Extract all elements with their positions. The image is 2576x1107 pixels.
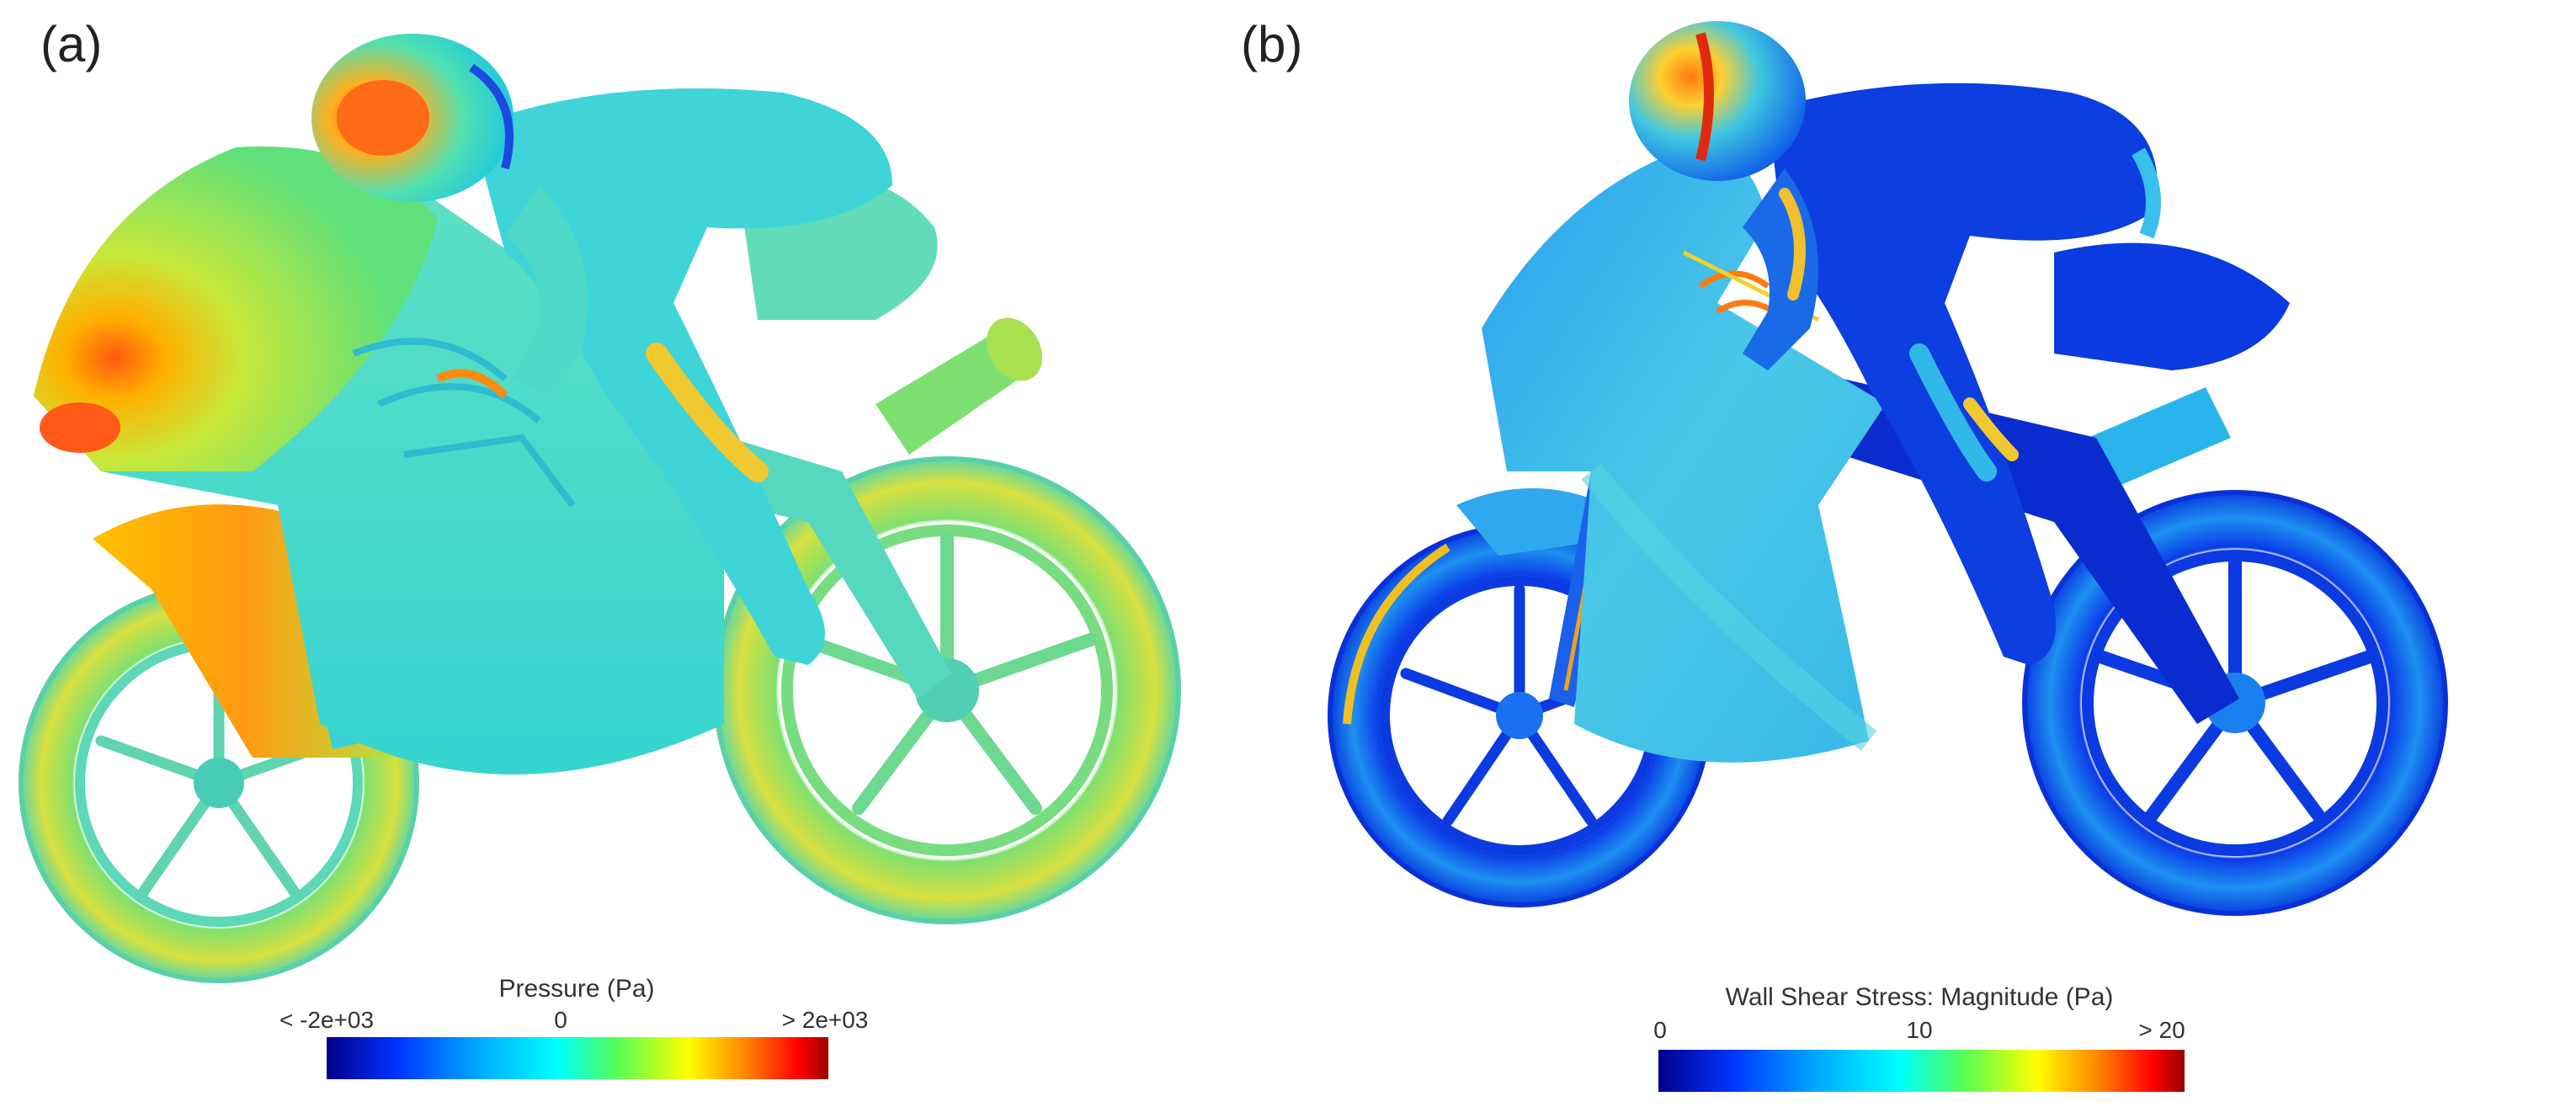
colorbar-max-label: > 2e+03 bbox=[781, 1007, 869, 1033]
panel-wall-shear-stress: (b) bbox=[1229, 0, 2576, 1107]
panel-label-b: (b) bbox=[1241, 16, 1303, 72]
panel-label-a: (a) bbox=[40, 16, 103, 72]
colorbar-mid-label: 10 bbox=[1906, 1017, 1933, 1043]
panel-pressure: (a) bbox=[19, 16, 1181, 1079]
colorbar-title: Wall Shear Stress: Magnitude (Pa) bbox=[1725, 983, 2114, 1011]
motorcycle-shear-stress-render bbox=[1328, 21, 2448, 916]
colorbar-gradient bbox=[327, 1037, 828, 1079]
colorbar-title: Pressure (Pa) bbox=[498, 975, 655, 1003]
motorcycle-pressure-render bbox=[19, 34, 1181, 983]
colorbar-min-label: < -2e+03 bbox=[279, 1007, 375, 1033]
colorbar-min-label: 0 bbox=[1653, 1017, 1667, 1043]
colorbar-gradient bbox=[1658, 1050, 2185, 1092]
colorbar-mid-label: 0 bbox=[554, 1007, 567, 1033]
colorbar-max-label: > 20 bbox=[2138, 1017, 2185, 1043]
